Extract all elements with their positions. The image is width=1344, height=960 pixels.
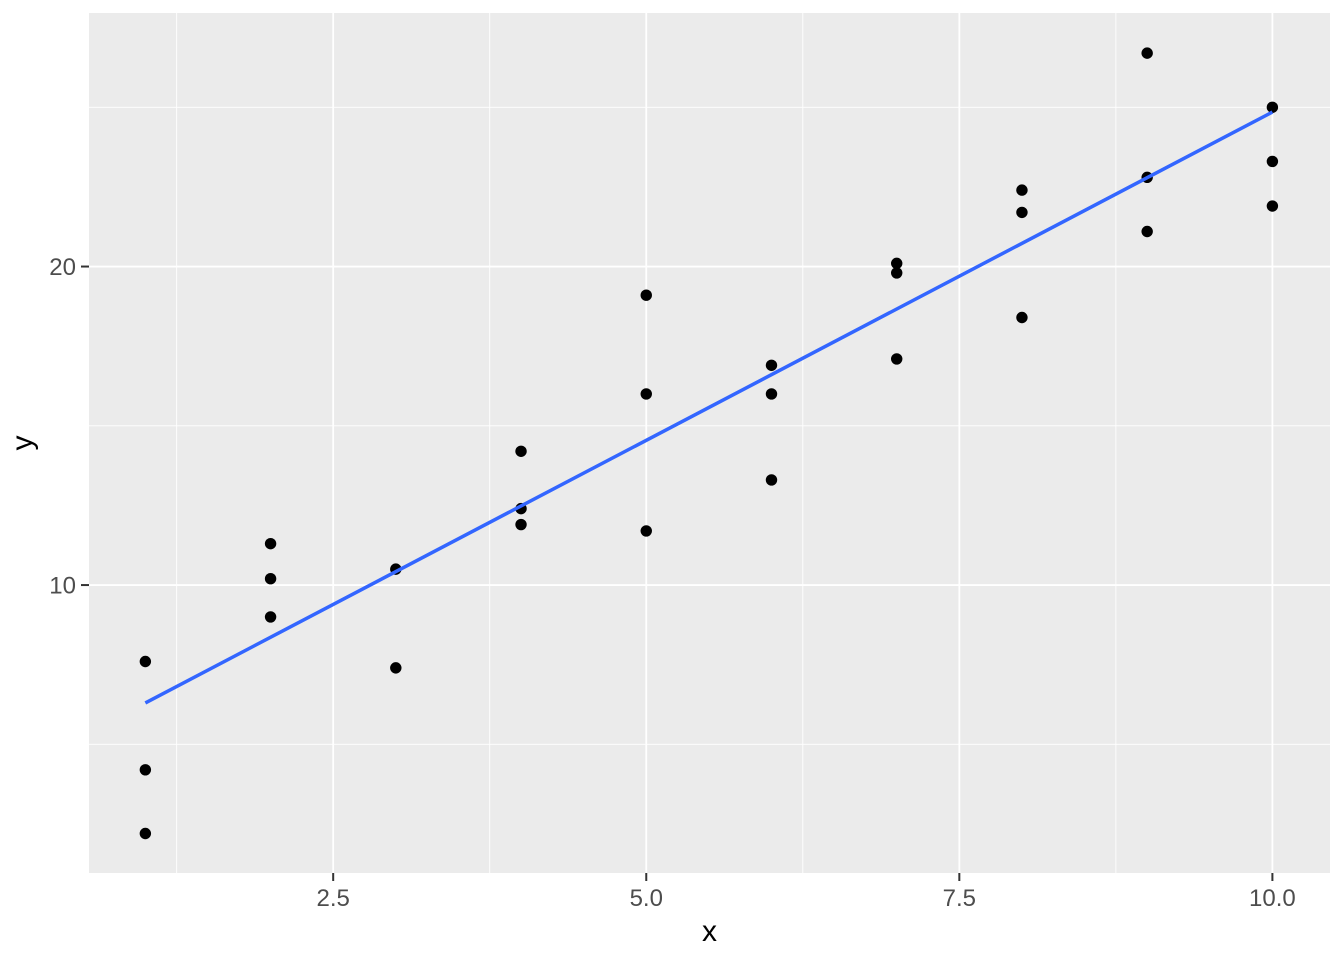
x-tick-label: 2.5 — [317, 885, 350, 912]
axis-tick-labels: 2.5 5.0 7.5 10.0 10 20 — [49, 254, 1295, 912]
data-point — [1266, 200, 1279, 212]
panel-background — [89, 13, 1330, 873]
data-point — [891, 353, 903, 365]
minor-gridlines — [89, 13, 1330, 873]
data-point — [765, 388, 778, 400]
data-point — [264, 572, 277, 585]
data-point — [1266, 155, 1279, 168]
data-point — [139, 764, 152, 776]
x-tick-label: 10.0 — [1249, 885, 1296, 912]
y-axis-title: y — [6, 436, 39, 451]
data-point — [1016, 184, 1028, 196]
regression-line — [144, 110, 1274, 705]
axis-tick-marks — [81, 265, 1274, 881]
data-point — [1141, 47, 1153, 59]
data-point — [515, 518, 527, 531]
data-point — [891, 267, 903, 279]
smooth-line-layer — [144, 110, 1274, 705]
data-point — [264, 537, 277, 550]
data-point — [515, 445, 527, 457]
data-point — [891, 257, 903, 270]
x-axis-title: x — [702, 915, 717, 948]
data-point — [765, 359, 778, 371]
y-tick-label: 20 — [49, 254, 76, 281]
data-point — [390, 662, 402, 674]
data-points — [139, 47, 1279, 840]
data-point — [640, 289, 652, 301]
x-tick-label: 7.5 — [943, 885, 976, 912]
data-point — [765, 474, 778, 486]
data-point — [1141, 225, 1153, 238]
data-point — [264, 611, 277, 623]
y-tick-label: 10 — [49, 573, 76, 600]
data-point — [1016, 311, 1028, 324]
data-point — [640, 388, 652, 400]
data-point — [640, 525, 652, 537]
data-point — [139, 827, 152, 840]
x-tick-label: 5.0 — [630, 885, 663, 912]
data-point — [1016, 206, 1028, 219]
data-point — [1266, 101, 1279, 113]
data-point — [139, 655, 152, 668]
